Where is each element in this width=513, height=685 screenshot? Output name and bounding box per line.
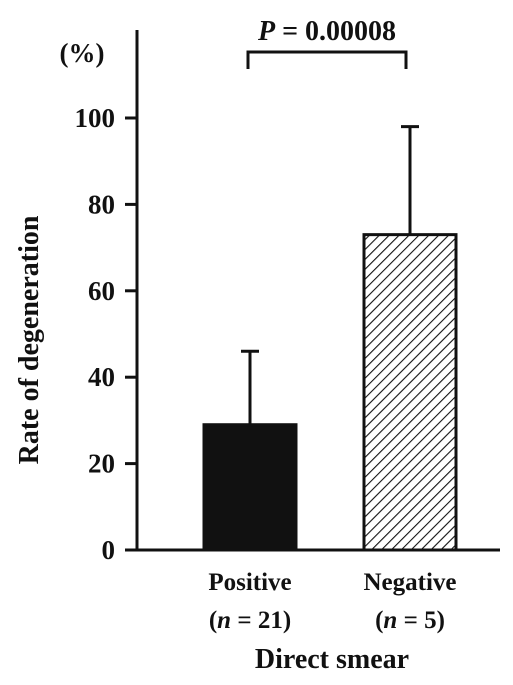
bar-negative [362,233,458,552]
error-bars [241,125,419,425]
p-symbol: P [257,16,276,47]
sample-size-open: ( [209,607,217,634]
sample-size-open: ( [375,607,383,634]
category-labels: Positive(n = 21)Negative(n = 5) [208,569,456,634]
sample-size-var: n [383,607,397,634]
y-ticks: 0 20 40 60 80 100 [75,103,137,565]
significance-bracket [246,50,408,69]
y-tick-label: 40 [88,362,115,392]
p-value-text: = 0.00008 [275,16,396,47]
y-axis-title: Rate of degeneration [14,215,45,464]
sample-size-var: n [217,607,231,634]
bar-positive [202,423,298,552]
y-tick-label: 20 [88,449,115,479]
y-tick-label: 100 [75,103,116,133]
p-value-annotation: P = 0.00008 [257,16,396,47]
y-unit-label: (%) [60,38,105,68]
sample-size-value: = 21) [231,607,291,634]
y-tick-label: 80 [88,189,115,219]
y-tick-label: 0 [102,535,116,565]
category-label: Positive [208,569,291,596]
sample-size-value: = 5) [397,607,445,634]
category-sample-size: (n = 21) [209,607,291,634]
category-sample-size: (n = 5) [375,607,445,634]
bars [202,233,458,552]
y-tick-label: 60 [88,276,115,306]
category-label: Negative [363,569,456,596]
x-axis-title: Direct smear [255,644,409,675]
